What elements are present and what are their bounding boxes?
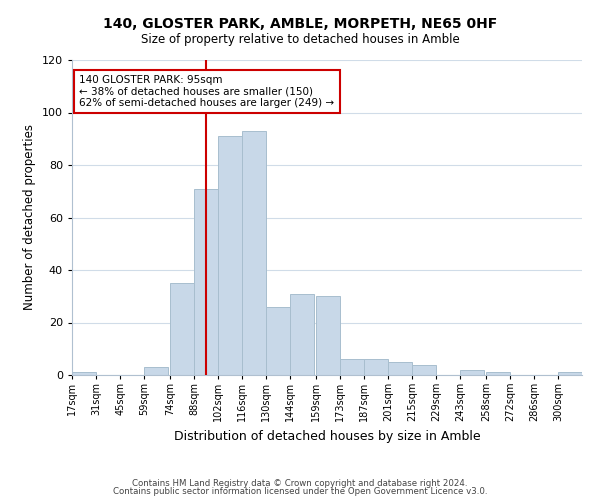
Bar (340, 359, 364, 375)
Bar (72, 372, 96, 375)
Bar (266, 306, 290, 375)
Text: Size of property relative to detached houses in Amble: Size of property relative to detached ho… (140, 32, 460, 46)
X-axis label: Distribution of detached houses by size in Amble: Distribution of detached houses by size … (173, 430, 481, 443)
Bar (316, 296, 340, 375)
Bar (460, 370, 484, 375)
Text: 140 GLOSTER PARK: 95sqm
← 38% of detached houses are smaller (150)
62% of semi-d: 140 GLOSTER PARK: 95sqm ← 38% of detache… (79, 75, 334, 108)
Text: 140, GLOSTER PARK, AMBLE, MORPETH, NE65 0HF: 140, GLOSTER PARK, AMBLE, MORPETH, NE65 … (103, 18, 497, 32)
Bar (388, 362, 412, 375)
Bar (170, 283, 194, 375)
Bar (364, 359, 388, 375)
Text: Contains HM Land Registry data © Crown copyright and database right 2024.: Contains HM Land Registry data © Crown c… (132, 478, 468, 488)
Bar (144, 367, 168, 375)
Bar (194, 188, 218, 375)
Bar (558, 372, 582, 375)
Text: Contains public sector information licensed under the Open Government Licence v3: Contains public sector information licen… (113, 487, 487, 496)
Y-axis label: Number of detached properties: Number of detached properties (23, 124, 36, 310)
Bar (486, 372, 510, 375)
Bar (412, 364, 436, 375)
Bar (290, 294, 314, 375)
Bar (242, 131, 266, 375)
Bar (218, 136, 242, 375)
